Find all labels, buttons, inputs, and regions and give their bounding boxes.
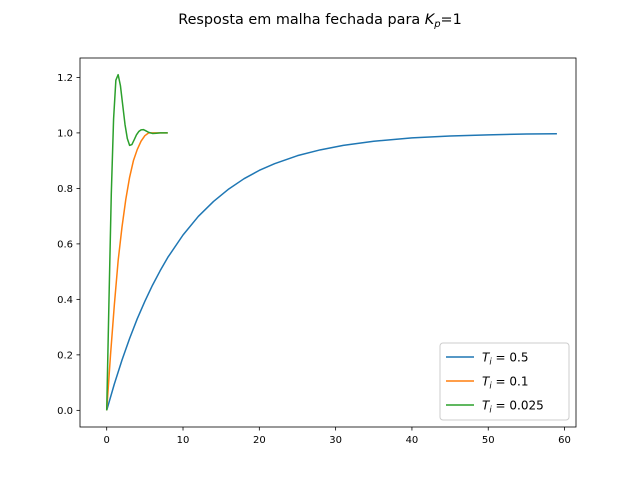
legend-var: T — [482, 375, 491, 389]
legend-label-1: Ti = 0.1 — [482, 375, 529, 392]
chart-title: Resposta em malha fechada para Kp=1 — [178, 12, 462, 30]
x-tick-label: 10 — [177, 435, 190, 446]
x-tick-label: 40 — [406, 435, 419, 446]
title-sub: p — [433, 19, 440, 30]
series-line-0 — [105, 132, 557, 411]
series-line-2 — [105, 73, 168, 411]
y-tick-label: 1.0 — [57, 128, 73, 139]
x-tick-label: 20 — [253, 435, 266, 446]
legend-label-2: Ti = 0.025 — [482, 399, 544, 416]
y-tick-label: 0.0 — [57, 406, 73, 417]
legend-var: T — [482, 399, 491, 413]
y-tick-label: 1.2 — [57, 73, 73, 84]
legend-box — [439, 342, 570, 421]
title-var: K — [425, 12, 436, 28]
series-line-1 — [105, 132, 168, 411]
legend-value: = 0.5 — [492, 351, 529, 365]
axes-frame — [79, 57, 577, 428]
x-tick-label: 50 — [482, 435, 495, 446]
legend: Ti = 0.5Ti = 0.1Ti = 0.025 — [439, 342, 570, 421]
legend-value: = 0.1 — [492, 375, 529, 389]
legend-value: = 0.025 — [492, 399, 544, 413]
y-tick-label: 0.4 — [57, 295, 73, 306]
legend-label-0: Ti = 0.5 — [482, 351, 529, 368]
y-tick-label: 0.6 — [57, 239, 73, 250]
x-tick-label: 0 — [104, 435, 110, 446]
x-tick-label: 30 — [329, 435, 342, 446]
legend-sub: i — [489, 406, 492, 416]
legend-var: T — [482, 351, 491, 365]
title-prefix: Resposta em malha fechada para — [178, 12, 425, 28]
axes: 0 10 20 30 40 50 60 0.0 0.2 0.4 0.6 0.8 1.0 1.2 — [57, 57, 577, 446]
y-tick-label: 0.8 — [57, 184, 73, 195]
y-tick-label: 0.2 — [57, 350, 73, 361]
x-tick-label: 60 — [558, 435, 571, 446]
legend-sub: i — [489, 382, 492, 392]
title-suffix: =1 — [441, 12, 462, 28]
plot-area — [105, 73, 557, 411]
legend-sub: i — [489, 358, 492, 368]
